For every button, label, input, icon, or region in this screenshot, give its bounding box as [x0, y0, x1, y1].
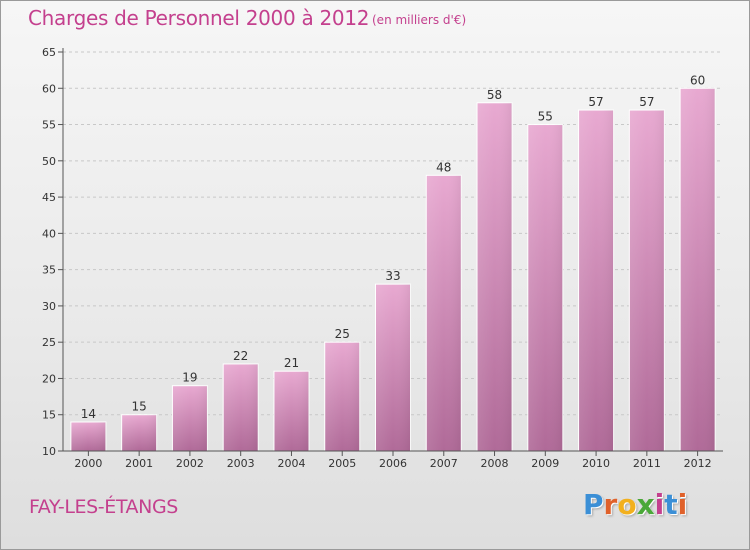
location-name: FAY-LES-ÉTANGS: [29, 496, 178, 518]
bar-value-label: 58: [487, 88, 502, 102]
brand-letter: r: [603, 488, 618, 521]
brand-letter: i: [677, 488, 688, 521]
bar-shine: [324, 342, 360, 451]
y-tick-label: 45: [42, 191, 56, 204]
x-tick-label: 2012: [684, 457, 712, 470]
bar-value-label: 33: [385, 269, 400, 283]
y-tick-label: 35: [42, 264, 56, 277]
bar-shine: [680, 88, 716, 451]
x-tick-label: 2004: [277, 457, 305, 470]
x-tick-label: 2003: [227, 457, 255, 470]
y-tick-label: 40: [42, 227, 56, 240]
brand-letter: i: [654, 488, 665, 521]
x-tick-label: 2006: [379, 457, 407, 470]
y-tick-label: 25: [42, 336, 56, 349]
bar-shine: [70, 421, 106, 451]
bar-shine: [121, 414, 157, 451]
bar-shine: [426, 175, 462, 451]
bar-value-label: 19: [182, 371, 197, 385]
chart-title: Charges de Personnel 2000 à 2012: [28, 6, 370, 30]
bar-value-label: 25: [335, 327, 350, 341]
bar-shine: [477, 102, 513, 452]
x-tick-label: 2007: [430, 457, 458, 470]
bar-shine: [273, 371, 309, 451]
brand-letter: t: [664, 488, 678, 521]
bar-value-label: 55: [538, 110, 553, 124]
x-tick-label: 2005: [328, 457, 356, 470]
y-tick-label: 55: [42, 119, 56, 132]
bar-value-label: 48: [436, 160, 451, 174]
chart-unit: (en milliers d'€): [372, 13, 467, 27]
labels: 10 15 20 25 30 35 40 45 50 55 60 65 14 2000 15 2001 19 20…: [42, 46, 712, 470]
brand-logo: Proxiti: [583, 488, 687, 521]
y-tick-label: 20: [42, 372, 56, 385]
bar-value-label: 21: [284, 356, 299, 370]
bar-value-label: 57: [639, 95, 654, 109]
bar-shine: [172, 385, 208, 451]
bar-value-label: 60: [690, 73, 705, 87]
x-tick-label: 2009: [531, 457, 559, 470]
brand-letter: P: [583, 488, 604, 521]
bar-value-label: 14: [81, 407, 96, 421]
bar-shine: [629, 110, 665, 451]
bar-value-label: 57: [588, 95, 603, 109]
y-tick-label: 65: [42, 46, 56, 59]
brand-letter: x: [636, 488, 655, 521]
y-tick-label: 30: [42, 300, 56, 313]
x-tick-label: 2008: [481, 457, 509, 470]
bar-value-label: 22: [233, 349, 248, 363]
bar-shine: [578, 110, 614, 451]
x-tick-label: 2011: [633, 457, 661, 470]
x-tick-label: 2000: [74, 457, 102, 470]
bar-value-label: 15: [132, 400, 147, 414]
bar-shine: [375, 284, 411, 451]
y-tick-label: 10: [42, 445, 56, 458]
y-tick-label: 60: [42, 82, 56, 95]
y-tick-label: 15: [42, 409, 56, 422]
brand-letter: o: [617, 488, 637, 521]
x-tick-label: 2001: [125, 457, 153, 470]
x-tick-label: 2002: [176, 457, 204, 470]
axes: [58, 48, 723, 456]
bar-shine: [527, 124, 563, 451]
y-tick-label: 50: [42, 155, 56, 168]
bars: [70, 87, 716, 452]
x-tick-label: 2010: [582, 457, 610, 470]
bar-shine: [223, 363, 259, 451]
